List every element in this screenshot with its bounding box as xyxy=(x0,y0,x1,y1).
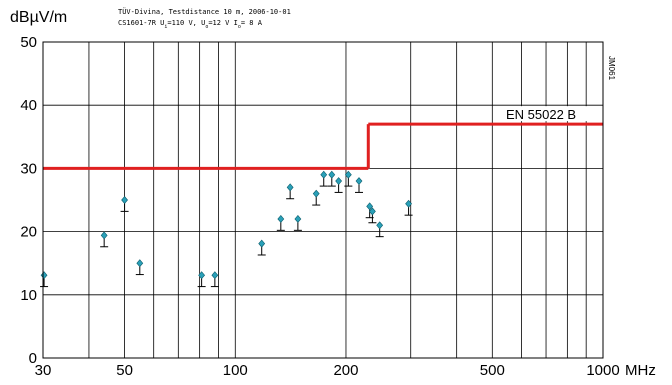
data-point xyxy=(369,207,376,216)
data-point xyxy=(405,199,412,208)
figure-id-label: JM061 xyxy=(607,56,616,81)
x-axis-unit: MHz xyxy=(625,362,656,379)
tick-labels: 0 10 20 30 40 50 30 50 100 200 500 1000 MHz xyxy=(20,34,656,379)
x-tick-label: 500 xyxy=(480,362,505,379)
title-text-part: =12 V I xyxy=(208,19,238,27)
y-tick-label: 40 xyxy=(20,97,37,114)
data-point xyxy=(136,259,144,268)
limit-legend-background xyxy=(494,106,594,122)
title-subscript: o xyxy=(205,24,208,30)
limit-legend-label: EN 55022 B xyxy=(506,107,576,122)
data-point xyxy=(366,202,374,211)
title-text-part: = 8 A xyxy=(241,19,263,27)
y-tick-label: 50 xyxy=(20,34,37,51)
y-tick-label: 20 xyxy=(20,224,37,241)
data-point xyxy=(286,183,294,192)
data-point xyxy=(211,271,219,280)
data-point xyxy=(328,170,336,179)
data-points-group xyxy=(40,170,413,288)
y-tick-label: 30 xyxy=(20,160,37,177)
title-subscript: i xyxy=(164,24,167,30)
limit-line-group xyxy=(43,122,603,170)
title-text-part: CS1601-7R U xyxy=(118,19,164,27)
x-tick-label: 200 xyxy=(333,362,358,379)
y-tick-label: 10 xyxy=(20,287,37,304)
data-point xyxy=(198,271,206,280)
data-point xyxy=(335,177,343,186)
y-tick-label: 0 xyxy=(29,350,37,367)
title-text-part: =110 V, U xyxy=(167,19,205,27)
data-point xyxy=(294,214,302,223)
data-point xyxy=(100,231,108,240)
x-tick-label: 50 xyxy=(116,362,133,379)
data-point xyxy=(40,271,48,280)
data-point xyxy=(121,196,128,204)
x-tick-label: 30 xyxy=(35,362,52,379)
data-point xyxy=(277,214,285,223)
y-axis-label: dBµV/m xyxy=(10,9,67,26)
chart-title-line1: TÜV-Divina, Testdistance 10 m, 2006-10-0… xyxy=(118,7,291,16)
data-point xyxy=(344,170,352,179)
data-point xyxy=(258,239,266,248)
data-point xyxy=(312,189,320,198)
x-tick-label: 100 xyxy=(223,362,248,379)
title-subscript: o xyxy=(238,24,241,30)
data-point xyxy=(376,221,384,230)
data-point xyxy=(355,177,363,186)
data-point xyxy=(320,170,328,179)
x-tick-label: 1000 xyxy=(586,362,619,379)
chart-title-line2: CS1601-7R Ui=110 V, Uo=12 V Io= 8 A xyxy=(118,19,263,30)
plot-frame xyxy=(42,41,604,359)
